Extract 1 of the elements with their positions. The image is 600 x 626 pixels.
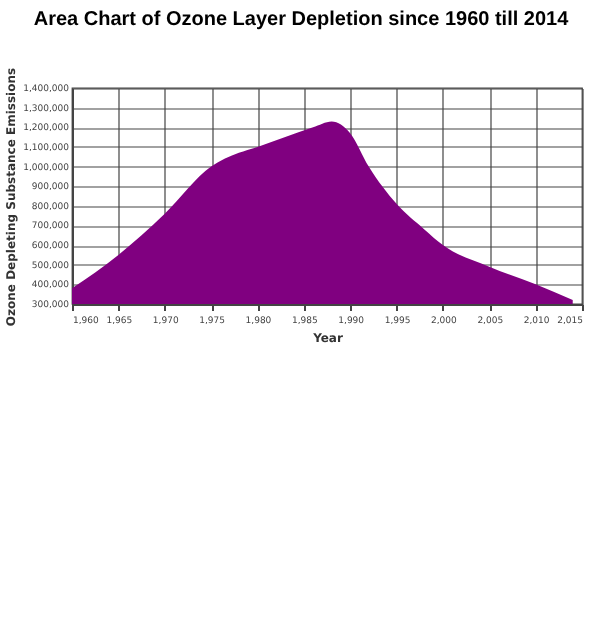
chart-title: Area Chart of Ozone Layer Depletion since 1960 till 2014 <box>33 8 570 31</box>
